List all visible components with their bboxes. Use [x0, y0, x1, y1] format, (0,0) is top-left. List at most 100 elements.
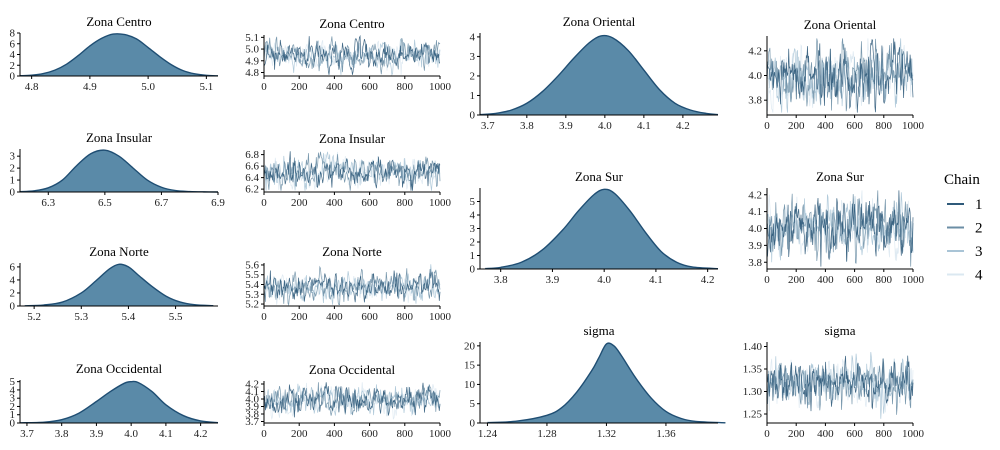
zona-norte-trace-x-tick-label: 400 [326, 311, 343, 323]
zona-insular-density-y-tick-label: 1 [10, 175, 16, 187]
zona-insular-density-title: Zona Insular [86, 130, 153, 145]
zona-insular-density-y-tick-label: 2 [10, 163, 16, 175]
zona-occidental-trace-x-tick-label: 1000 [429, 428, 452, 440]
zona-centro-trace-chain-2 [263, 36, 441, 75]
sigma-trace-y-tick-label: 1.40 [743, 341, 763, 353]
zona-occidental-trace-x-tick-label: 600 [361, 428, 378, 440]
sigma-trace-title: sigma [824, 323, 855, 338]
zona-norte-trace-y-tick-label: 5.3 [245, 289, 259, 301]
zona-centro-density-title: Zona Centro [86, 14, 151, 29]
sigma-trace-x-tick-label: 200 [788, 428, 805, 440]
sigma-density-panel: sigma 1.24 1.28 1.32 1.36 0 5 10 15 20 [464, 323, 726, 440]
zona-norte-density-panel: Zona Norte 5.2 5.3 5.4 5.5 0 246 [10, 244, 218, 323]
zona-centro-density-x-tick-label: 5.0 [141, 81, 155, 93]
zona-insular-trace-x-tick-label: 400 [326, 197, 343, 209]
zona-centro-density-y-tick-label: 6 [10, 38, 16, 50]
zona-norte-trace-title: Zona Norte [322, 244, 382, 259]
zona-oriental-density-x-tick-label: 3.8 [520, 120, 534, 132]
zona-oriental-trace-panel: Zona Oriental 0 200 400 600 800 1000 3.8 4.0 4.2 [748, 17, 924, 132]
legend-label-chain-1: 1 [975, 197, 983, 213]
sigma-trace-panel: sigma 0 200 400 600 800 1000 1.25 1.30 1.35 1.40 [743, 323, 925, 440]
zona-occidental-trace-chain-2 [263, 382, 441, 416]
zona-sur-density-title: Zona Sur [575, 169, 624, 184]
zona-sur-density-panel: Zona Sur 3.8 3.9 4.0 4.1 4.2 0 12 34 5 [470, 169, 719, 286]
zona-oriental-trace-y-tick-label: 4.0 [748, 70, 762, 82]
zona-oriental-trace-y-tick-label: 3.8 [748, 95, 762, 107]
sigma-density-y-tick-label: 20 [464, 340, 476, 352]
zona-occidental-trace-chain-1 [263, 382, 441, 418]
zona-insular-trace-y-tick-label: 6.4 [245, 172, 259, 184]
zona-norte-trace-y-tick-label: 5.6 [245, 259, 259, 271]
zona-sur-trace-x-tick-label: 800 [876, 274, 893, 286]
zona-oriental-density-x-tick-label: 3.9 [559, 120, 573, 132]
zona-centro-density-y-tick-label: 8 [10, 28, 16, 40]
zona-insular-trace-x-tick-label: 800 [397, 197, 414, 209]
zona-occidental-trace-y-tick-label: 4.0 [245, 394, 259, 406]
sigma-trace-chain-2 [766, 358, 914, 415]
zona-occidental-trace-y-tick-label: 3.8 [245, 409, 259, 421]
zona-sur-density-x-tick-label: 4.1 [649, 274, 663, 286]
sigma-trace-x-tick-label: 800 [876, 428, 893, 440]
zona-centro-trace-x-tick-label: 1000 [429, 81, 452, 93]
zona-centro-trace-x-tick-label: 400 [326, 81, 343, 93]
zona-sur-trace-title: Zona Sur [816, 169, 865, 184]
zona-occidental-trace-x-tick-label: 200 [291, 428, 308, 440]
zona-centro-density-curve [19, 33, 219, 77]
zona-oriental-density-area [480, 35, 718, 115]
legend-label-chain-3: 3 [975, 244, 983, 260]
zona-oriental-density-x-tick-label: 4.1 [637, 120, 651, 132]
zona-oriental-density-x-tick-label: 3.7 [481, 120, 495, 132]
zona-occidental-density-x-tick-label: 4.2 [194, 428, 208, 440]
zona-occidental-density-x-tick-label: 3.8 [55, 428, 69, 440]
zona-occidental-density-y-tick-label: 4 [10, 384, 16, 396]
zona-occidental-density-x-tick-label: 3.9 [90, 428, 104, 440]
zona-sur-trace-x-tick-label: 1000 [902, 274, 925, 286]
zona-centro-trace-x-tick-label: 800 [397, 81, 414, 93]
zona-insular-trace-y-tick-label: 6.2 [245, 184, 259, 196]
zona-occidental-trace-x-tick-label: 400 [326, 428, 343, 440]
zona-occidental-trace-y-tick-label: 4.2 [245, 379, 259, 391]
zona-norte-trace-chain-3 [263, 264, 441, 305]
sigma-density-area [487, 343, 726, 423]
sigma-density-curve [487, 342, 726, 424]
zona-sur-trace-y-tick-label: 3.9 [748, 240, 762, 252]
zona-oriental-trace-x-tick-label: 1000 [902, 120, 925, 132]
sigma-trace-y-tick-label: 1.35 [743, 364, 763, 376]
zona-centro-trace-x-tick-label: 0 [261, 81, 267, 93]
zona-oriental-trace-x-tick-label: 600 [846, 120, 863, 132]
zona-sur-density-y-tick-label: 5 [470, 196, 476, 208]
zona-occidental-density-y-tick-label: 2 [10, 401, 16, 413]
sigma-density-x-tick-label: 1.28 [537, 428, 557, 440]
zona-occidental-density-y-tick-label: 3 [10, 393, 16, 405]
zona-norte-density-curve [24, 263, 214, 307]
zona-oriental-trace-x-tick-label: 200 [788, 120, 805, 132]
zona-centro-density-x-tick-label: 4.9 [83, 81, 97, 93]
zona-centro-trace-y-tick-label: 5.0 [245, 44, 259, 56]
zona-occidental-trace-y-tick-label: 3.7 [245, 416, 259, 428]
zona-centro-trace-chain-3 [264, 38, 441, 76]
zona-norte-trace-x-tick-label: 0 [261, 311, 267, 323]
zona-occidental-density-curve [19, 380, 219, 424]
zona-norte-density-x-tick-label: 5.3 [74, 311, 88, 323]
zona-norte-density-x-tick-label: 5.4 [122, 311, 136, 323]
zona-sur-trace-x-tick-label: 400 [817, 274, 834, 286]
zona-insular-trace-y-tick-label: 6.8 [245, 149, 259, 161]
legend-label-chain-2: 2 [975, 221, 983, 237]
zona-sur-density-x-tick-label: 4.0 [597, 274, 611, 286]
zona-sur-trace-x-tick-label: 0 [764, 274, 770, 286]
zona-centro-density-y-tick-label: 2 [10, 60, 16, 72]
zona-sur-trace-chain-1 [766, 190, 914, 267]
zona-sur-density-x-tick-label: 4.2 [701, 274, 715, 286]
zona-sur-density-y-tick-label: 3 [470, 223, 476, 235]
zona-insular-density-curve [19, 149, 219, 193]
zona-norte-density-y-tick-label: 4 [10, 274, 16, 286]
zona-oriental-density-x-tick-label: 4.2 [676, 120, 690, 132]
zona-sur-density-area [485, 189, 718, 269]
zona-insular-density-x-tick-label: 6.9 [211, 197, 225, 209]
zona-sur-density-y-tick-label: 4 [470, 210, 476, 222]
zona-insular-trace-x-tick-label: 200 [291, 197, 308, 209]
zona-occidental-density-x-tick-label: 4.0 [124, 428, 138, 440]
zona-oriental-density-y-tick-label: 3 [470, 51, 476, 63]
